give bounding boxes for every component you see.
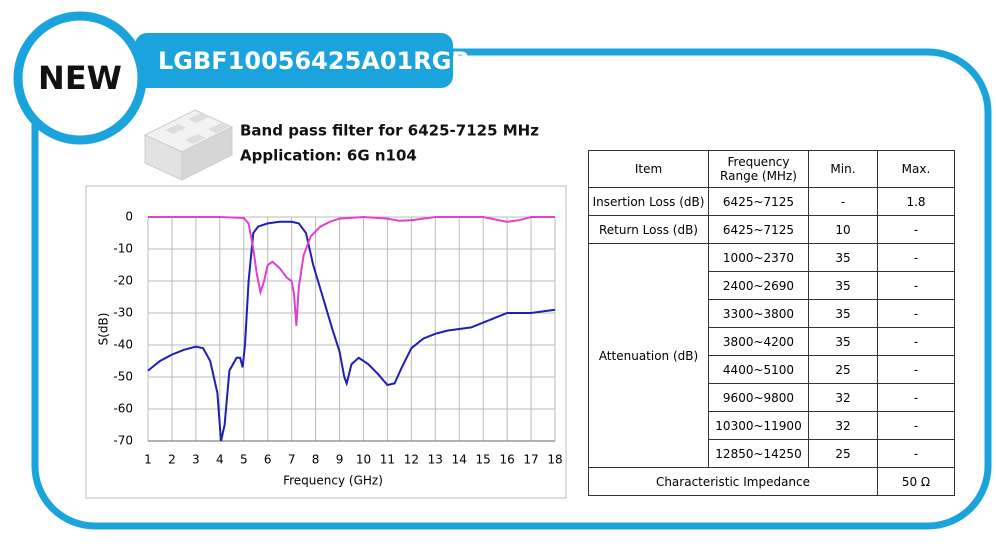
series-line bbox=[147, 220, 556, 442]
table-cell: 1000~2370 bbox=[708, 243, 809, 272]
description: Band pass filter for 6425-7125 MHz bbox=[240, 122, 539, 140]
table-cell: 3300~3800 bbox=[708, 299, 809, 328]
table-cell: 4400~5100 bbox=[708, 355, 809, 384]
y-tick-label: -40 bbox=[113, 338, 133, 352]
table-cell: 3800~4200 bbox=[708, 327, 809, 356]
table-cell: 35 bbox=[808, 299, 878, 328]
x-tick-label: 9 bbox=[336, 453, 344, 467]
table-cell: - bbox=[876, 299, 956, 328]
table-cell: - bbox=[876, 439, 956, 468]
x-tick-label: 3 bbox=[192, 453, 200, 467]
table-cell: Max. bbox=[876, 150, 956, 188]
table-cell: 10300~11900 bbox=[708, 411, 809, 440]
table-cell: 25 bbox=[808, 439, 878, 468]
table-cell: - bbox=[876, 215, 956, 244]
table-cell: 25 bbox=[808, 355, 878, 384]
component-icon bbox=[143, 109, 234, 181]
x-tick-label: 6 bbox=[264, 453, 272, 467]
part-number: LGBF10056425A01RGB bbox=[158, 47, 470, 75]
y-tick-label: -30 bbox=[113, 306, 133, 320]
table-cell: Item bbox=[588, 150, 709, 188]
table-cell: Min. bbox=[808, 150, 878, 188]
table-row: 4400~5100 25- bbox=[589, 355, 956, 384]
x-tick-label: 18 bbox=[547, 453, 562, 467]
table-row: 3800~4200 35- bbox=[589, 327, 956, 356]
y-tick-label: -70 bbox=[113, 434, 133, 448]
y-tick-label: -50 bbox=[113, 370, 133, 384]
x-tick-label: 7 bbox=[288, 453, 296, 467]
table-cell: Characteristic Impedance bbox=[588, 467, 878, 496]
x-tick-label: 10 bbox=[356, 453, 371, 467]
table-cell: 1.8 bbox=[876, 187, 956, 216]
y-axis-label: S(dB) bbox=[97, 313, 111, 346]
table-cell: - bbox=[808, 187, 878, 216]
chart-frame bbox=[85, 185, 567, 499]
table-cell: 35 bbox=[808, 243, 878, 272]
table-cell: - bbox=[876, 271, 956, 300]
y-tick-label: -10 bbox=[113, 242, 133, 256]
description: Application: 6G n104 bbox=[240, 147, 417, 165]
x-tick-label: 4 bbox=[216, 453, 224, 467]
table-row: Item Frequency Range (MHz) Min. Max. bbox=[588, 150, 956, 188]
table-cell: 35 bbox=[808, 327, 878, 356]
table-cell: Insertion Loss (dB) bbox=[588, 187, 709, 216]
table-cell: - bbox=[876, 355, 956, 384]
x-tick-label: 14 bbox=[452, 453, 467, 467]
table-cell: Attenuation (dB) bbox=[588, 243, 709, 468]
table-cell: - bbox=[876, 243, 956, 272]
table-cell: 9600~9800 bbox=[708, 383, 809, 412]
x-tick-label: 15 bbox=[476, 453, 491, 467]
table-cell: 2400~2690 bbox=[708, 271, 809, 300]
x-axis-label: Frequency (GHz) bbox=[283, 474, 383, 488]
table-cell: - bbox=[876, 327, 956, 356]
y-tick-label: -60 bbox=[113, 402, 133, 416]
y-tick-label: -20 bbox=[113, 274, 133, 288]
table-row: 9600~9800 32- bbox=[589, 383, 956, 412]
table-row: Return Loss (dB) 6425~7125 10- bbox=[588, 215, 956, 244]
x-tick-label: 1 bbox=[144, 453, 152, 467]
badge-text: NEW bbox=[38, 59, 122, 97]
card-border bbox=[31, 48, 992, 530]
part-tab bbox=[135, 33, 453, 88]
table-row: Characteristic Impedance 50 Ω bbox=[588, 467, 956, 496]
spec-table: Item Frequency Range (MHz) Min. Max. Inserti… bbox=[588, 150, 956, 496]
table-cell: - bbox=[876, 383, 956, 412]
badge bbox=[13, 11, 147, 145]
table-cell: 10 bbox=[808, 215, 878, 244]
table-row: 10300~11900 32- bbox=[589, 411, 956, 440]
table-cell: Frequency Range (MHz) bbox=[708, 150, 809, 188]
x-tick-label: 12 bbox=[404, 453, 419, 467]
x-tick-label: 17 bbox=[523, 453, 538, 467]
y-tick-label: 0 bbox=[125, 210, 133, 224]
table-cell: Return Loss (dB) bbox=[588, 215, 709, 244]
x-tick-label: 2 bbox=[168, 453, 176, 467]
table-cell: 12850~14250 bbox=[708, 439, 809, 468]
table-row: Insertion Loss (dB) 6425~7125-1.8 bbox=[588, 187, 956, 216]
x-tick-label: 5 bbox=[240, 453, 248, 467]
table-cell: 35 bbox=[808, 271, 878, 300]
table-cell: 6425~7125 bbox=[708, 187, 809, 216]
x-tick-label: 11 bbox=[380, 453, 395, 467]
table-cell: 50 Ω bbox=[876, 467, 956, 496]
x-tick-label: 8 bbox=[312, 453, 320, 467]
x-tick-label: 16 bbox=[499, 453, 514, 467]
table-row: 3300~3800 35- bbox=[589, 299, 956, 328]
table-cell: 32 bbox=[808, 383, 878, 412]
table-cell: 6425~7125 bbox=[708, 215, 809, 244]
x-tick-label: 13 bbox=[428, 453, 443, 467]
table-cell: - bbox=[876, 411, 956, 440]
table-row: Attenuation (dB) 1000~2370 35- bbox=[588, 243, 956, 468]
series-line bbox=[148, 215, 555, 326]
table-row: 2400~2690 35- bbox=[589, 271, 956, 300]
table-cell: 32 bbox=[808, 411, 878, 440]
